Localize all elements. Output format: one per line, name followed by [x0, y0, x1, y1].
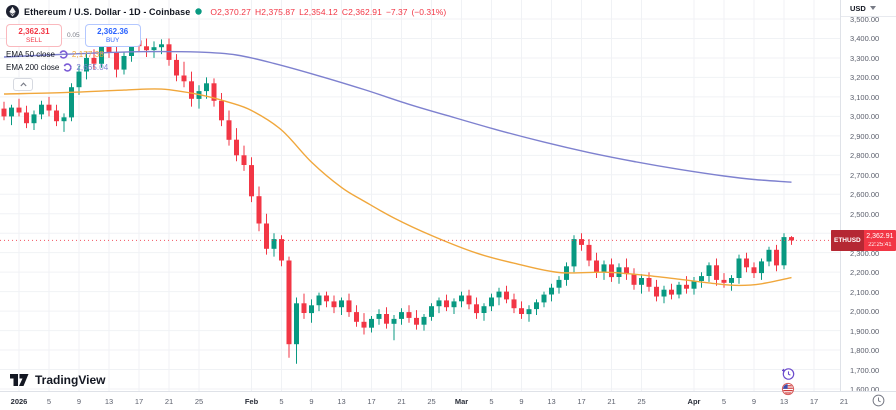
indicator-ema200[interactable]: EMA 200 close 2,665.04 — [6, 62, 446, 73]
symbol-tag: ETHUSD — [831, 230, 864, 252]
change-percent: (−0.31%) — [411, 6, 447, 17]
time-axis-label: 5 — [279, 397, 284, 406]
price-axis-label: 3,000.00 — [850, 112, 880, 122]
time-axis-label: 17 — [577, 397, 586, 406]
price-axis-label: 2,100.00 — [850, 287, 880, 297]
price-axis[interactable]: USD 3,500.00 3,400.00 3,300.00 3,200.00 3,10… — [840, 0, 896, 394]
price-axis-label: 1,900.00 — [850, 326, 880, 336]
last-price-badge: ETHUSD 2,362.91 22:25:41 — [831, 230, 896, 252]
session-clock-icon[interactable] — [872, 394, 885, 407]
time-axis-label: 21 — [397, 397, 406, 406]
price-axis-label: 3,200.00 — [850, 73, 880, 83]
price-axis-label: 2,700.00 — [850, 170, 880, 180]
sell-button[interactable]: 2,362.31 SELL — [6, 24, 62, 48]
time-axis-label: 5 — [46, 397, 52, 406]
buy-button[interactable]: 2,362.36 BUY — [84, 24, 141, 48]
spread-value: 0.05 — [67, 32, 80, 40]
time-axis-label: 13 — [547, 397, 556, 406]
price-axis-label: 3,100.00 — [850, 92, 880, 102]
time-axis[interactable]: 2026 5 9 13 17 21 25 Feb 5 9 13 17 21 25 Mar 5 9 13 17 21 25… — [0, 391, 896, 410]
time-axis-label: 17 — [367, 397, 376, 406]
chart-legend: Ethereum / U.S. Dollar - 1D - Coinbase O… — [6, 5, 446, 92]
ethereum-logo-icon — [6, 5, 19, 18]
time-axis-label: 9 — [76, 397, 82, 406]
time-axis-label: 13 — [104, 397, 114, 406]
price-axis-label: 3,400.00 — [850, 34, 880, 44]
time-axis-label: 9 — [751, 397, 757, 406]
time-axis-label: 21 — [607, 397, 616, 406]
time-axis-label: 25 — [637, 397, 646, 406]
price-axis-label: 2,800.00 — [850, 151, 880, 161]
market-status-icon[interactable] — [195, 8, 203, 15]
ohlc-readout: O2,370.27 H2,375.87 L2,354.12 C2,362.91 … — [210, 6, 447, 17]
price-axis-label: 3,300.00 — [850, 53, 880, 63]
candles-series — [1, 30, 794, 364]
time-axis-label: 13 — [337, 397, 346, 406]
legend-collapse-button[interactable] — [13, 78, 33, 92]
price-axis-label: 1,600.00 — [850, 385, 880, 394]
time-axis-label: 2026 — [10, 397, 28, 406]
last-price-value: 2,362.91 — [866, 233, 894, 241]
price-axis-label: 2,200.00 — [850, 268, 880, 278]
time-axis-label: 9 — [309, 397, 314, 406]
price-axis-label: 3,500.00 — [850, 15, 880, 24]
indicator-name: EMA 50 close — [6, 50, 55, 60]
time-axis-label: Feb — [244, 397, 259, 406]
caret-down-icon — [869, 6, 876, 10]
candlestick-chart[interactable] — [0, 0, 840, 391]
price-axis-label: 2,000.00 — [850, 307, 880, 317]
us-flag-event-icon[interactable] — [781, 382, 795, 396]
tradingview-watermark[interactable]: TradingView — [10, 373, 105, 387]
time-axis-label: 25 — [427, 397, 436, 406]
time-axis-label: 13 — [779, 397, 789, 406]
currency-label: USD — [850, 3, 866, 13]
ema200-line — [3, 50, 792, 183]
indicator-name: EMA 200 close — [6, 63, 60, 73]
buy-price: 2,362.36 — [97, 27, 129, 36]
price-axis-label: 2,300.00 — [850, 248, 880, 258]
time-axis-label: 17 — [809, 397, 819, 406]
buy-sell-panel: 2,362.31 SELL 0.05 2,362.36 BUY — [6, 24, 446, 48]
indicator-value: 2,665.04 — [76, 63, 109, 73]
event-markers — [781, 367, 795, 396]
time-axis-label: Apr — [687, 397, 701, 406]
ema50-line — [3, 88, 792, 287]
sell-price: 2,362.31 — [18, 27, 50, 36]
price-axis-label: 1,700.00 — [850, 365, 880, 375]
indicator-ema50[interactable]: EMA 50 close 2,177.38 — [6, 49, 446, 60]
change-value: −7.37 — [385, 6, 408, 17]
price-axis-label: 2,600.00 — [850, 190, 880, 200]
tradingview-logo-icon — [10, 374, 29, 386]
price-axis-label: 2,900.00 — [850, 131, 880, 141]
indicator-value: 2,177.38 — [71, 50, 104, 60]
time-axis-label: Mar — [454, 397, 469, 406]
currency-selector[interactable]: USD — [841, 0, 896, 17]
bar-countdown: 22:25:41 — [868, 241, 892, 248]
alarm-event-icon[interactable] — [781, 367, 795, 381]
time-axis-label: 21 — [164, 397, 174, 406]
indicator-status-icon — [59, 50, 68, 59]
time-axis-label: 5 — [489, 397, 494, 406]
time-axis-label: 9 — [519, 397, 524, 406]
price-axis-label: 2,500.00 — [850, 209, 880, 219]
time-axis-label: 5 — [721, 397, 727, 406]
watermark-text: TradingView — [35, 373, 106, 387]
symbol-header[interactable]: Ethereum / U.S. Dollar - 1D - Coinbase O… — [6, 5, 446, 18]
symbol-title[interactable]: Ethereum / U.S. Dollar - 1D - Coinbase — [24, 6, 191, 17]
time-axis-label: 21 — [839, 397, 849, 406]
indicator-status-icon — [63, 63, 73, 72]
chevron-up-icon — [19, 82, 27, 87]
time-axis-label: 25 — [194, 397, 204, 406]
price-axis-label: 1,800.00 — [850, 346, 880, 356]
time-axis-label: 17 — [134, 397, 144, 406]
